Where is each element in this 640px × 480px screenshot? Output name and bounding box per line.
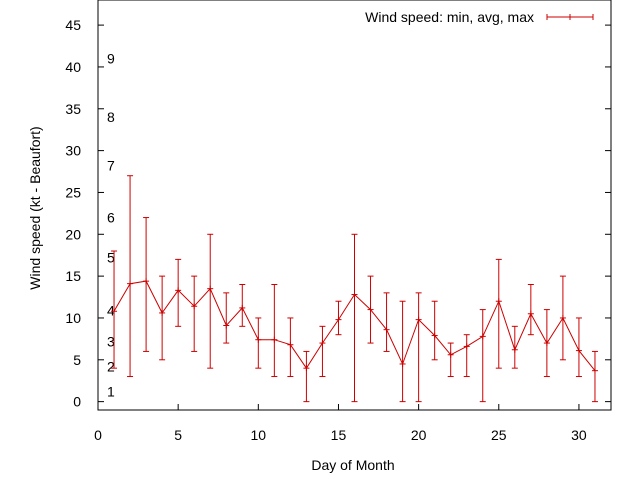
avg-point [559,314,566,321]
error-bar [223,292,230,344]
avg-point [239,304,246,311]
avg-point [463,343,470,350]
beaufort-label: 5 [107,250,115,266]
avg-point [287,341,294,348]
error-bar [527,283,534,336]
avg-point [527,310,534,317]
y-tick-label: 5 [73,352,81,368]
avg-point [159,309,166,316]
y-tick-label: 35 [65,101,81,117]
avg-point [351,291,358,298]
avg-point [495,298,502,305]
avg-point [575,347,582,354]
avg-point [367,306,374,313]
avg-point [127,280,134,287]
avg-point [399,360,406,367]
y-tick-label: 10 [65,310,81,326]
avg-point [143,278,150,285]
beaufort-label: 2 [107,358,115,374]
x-tick-label: 0 [94,427,102,443]
avg-point [447,351,454,358]
error-bar [159,275,166,361]
x-tick-label: 30 [571,427,587,443]
avg-point [319,340,326,347]
avg-point [223,322,230,329]
x-tick-label: 15 [331,427,347,443]
avg-point [543,340,550,347]
beaufort-label: 3 [107,333,115,349]
error-bar [383,292,390,352]
error-bar [319,325,326,378]
error-bar [255,317,262,369]
beaufort-label: 7 [107,158,115,174]
legend-label: Wind speed: min, avg, max [365,9,534,25]
x-tick-label: 25 [491,427,507,443]
beaufort-label: 8 [107,109,115,125]
avg-point [511,346,518,353]
error-bar [191,275,198,352]
error-bar [591,350,598,403]
error-bar [399,300,406,403]
x-axis-label: Day of Month [311,457,394,473]
error-bar [207,233,214,369]
y-tick-label: 45 [65,17,81,33]
x-tick-label: 10 [251,427,267,443]
x-tick-label: 5 [174,427,182,443]
avg-point [271,336,278,343]
avg-point [383,326,390,333]
plot-frame [97,0,612,411]
y-tick-label: 15 [65,268,81,284]
y-tick-label: 25 [65,184,81,200]
avg-point [175,287,182,294]
y-tick-label: 0 [73,394,81,410]
beaufort-label: 1 [107,384,115,400]
y-tick-label: 30 [65,143,81,159]
error-bar [575,317,582,378]
avg-point [111,308,118,315]
avg-point [191,303,198,310]
avg-point [255,336,262,343]
y-tick-label: 20 [65,226,81,242]
error-bar [271,283,278,378]
error-bar [495,258,502,369]
error-bar [127,175,134,378]
beaufort-label: 6 [107,210,115,226]
x-tick-label: 20 [411,427,427,443]
error-bar [351,233,358,403]
beaufort-label: 4 [107,302,115,318]
y-tick-label: 40 [65,59,81,75]
avg-point [431,332,438,339]
error-bar [479,309,486,403]
avg-point [479,333,486,340]
y-axis-label: Wind speed (kt - Beaufort) [27,126,43,289]
error-bar [415,292,422,403]
avg-point [591,367,598,374]
error-bar [463,334,470,378]
avg-point [335,316,342,323]
error-bar [431,300,438,361]
error-bar [143,217,150,352]
avg-point [207,285,214,292]
avg-point [415,316,422,323]
avg-point [303,365,310,372]
error-bar [303,350,310,403]
error-bar [447,342,454,378]
beaufort-label: 9 [107,51,115,67]
